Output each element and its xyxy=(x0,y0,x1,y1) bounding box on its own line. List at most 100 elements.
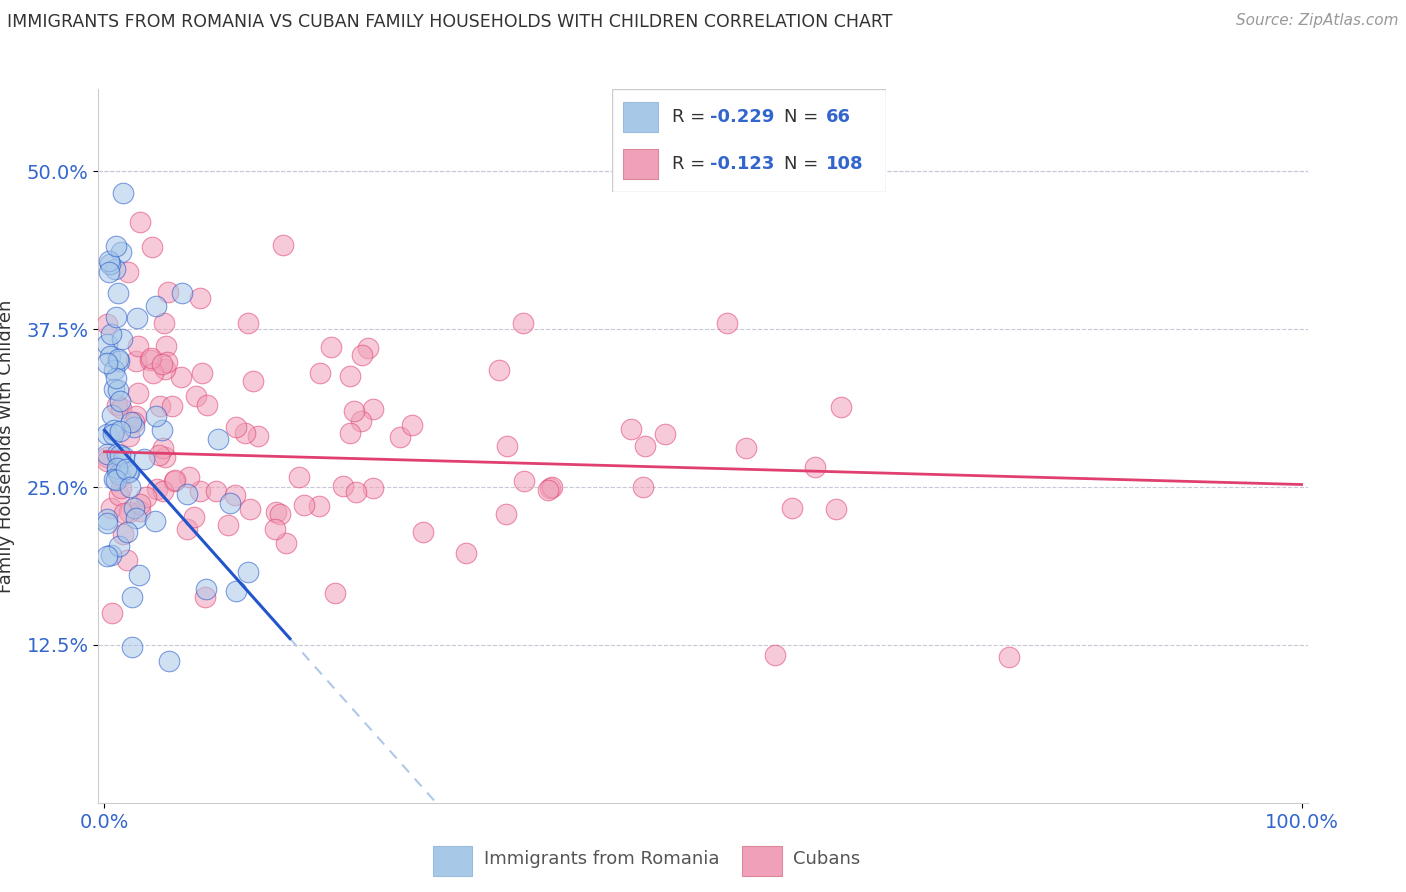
Point xyxy=(125,409,148,423)
Point xyxy=(104,310,127,324)
Point xyxy=(139,352,162,367)
Point xyxy=(125,311,148,326)
Point xyxy=(339,369,361,384)
Point xyxy=(195,582,218,597)
Point xyxy=(142,366,165,380)
Point xyxy=(157,654,180,668)
Point xyxy=(225,420,247,434)
Point xyxy=(323,586,346,600)
Point xyxy=(170,370,193,384)
Point xyxy=(195,398,218,412)
Point xyxy=(145,409,167,423)
Text: -0.229: -0.229 xyxy=(710,108,775,126)
Point xyxy=(96,426,118,441)
Text: 66: 66 xyxy=(825,108,851,126)
Point xyxy=(350,348,373,362)
Point xyxy=(97,265,120,279)
Point xyxy=(96,512,118,526)
Point xyxy=(96,450,118,464)
Point xyxy=(107,383,129,397)
Point xyxy=(236,316,259,330)
Point xyxy=(117,265,139,279)
Point xyxy=(100,501,122,516)
Point xyxy=(349,414,371,428)
Point xyxy=(127,386,149,401)
Point xyxy=(118,465,141,479)
Point xyxy=(155,339,177,353)
Point xyxy=(124,500,146,515)
Point xyxy=(98,254,121,268)
FancyBboxPatch shape xyxy=(433,847,472,876)
Point xyxy=(264,505,287,519)
Point xyxy=(269,507,291,521)
Point xyxy=(271,238,294,252)
Point xyxy=(104,261,127,276)
Point xyxy=(135,490,157,504)
Point xyxy=(830,400,852,414)
Point xyxy=(96,337,118,351)
Point xyxy=(141,240,163,254)
Point xyxy=(146,482,169,496)
Point xyxy=(186,389,208,403)
Point xyxy=(108,467,131,481)
Point xyxy=(620,422,643,436)
Point xyxy=(389,429,412,443)
Text: -0.123: -0.123 xyxy=(710,155,775,173)
Point xyxy=(496,439,519,453)
Point xyxy=(224,488,246,502)
Point xyxy=(339,426,361,441)
Point xyxy=(357,341,380,355)
Text: Cubans: Cubans xyxy=(793,849,860,868)
Point xyxy=(152,484,174,499)
FancyBboxPatch shape xyxy=(612,89,886,192)
Point xyxy=(105,464,128,478)
Point xyxy=(308,500,330,514)
Point xyxy=(112,506,135,520)
Point xyxy=(96,454,118,468)
Point xyxy=(104,371,127,385)
Text: Immigrants from Romania: Immigrants from Romania xyxy=(484,849,718,868)
FancyBboxPatch shape xyxy=(623,102,658,132)
Point xyxy=(108,470,131,484)
Point xyxy=(96,516,118,530)
Point xyxy=(148,448,170,462)
Point xyxy=(108,539,131,553)
Point xyxy=(115,462,138,476)
Point xyxy=(495,508,517,522)
Point xyxy=(122,415,145,429)
Point xyxy=(111,527,134,541)
Point xyxy=(108,488,131,502)
Point xyxy=(96,447,118,461)
Point xyxy=(110,331,132,345)
Point xyxy=(319,340,342,354)
Point xyxy=(145,299,167,313)
Text: Source: ZipAtlas.com: Source: ZipAtlas.com xyxy=(1236,13,1399,29)
Point xyxy=(188,291,211,305)
Point xyxy=(343,404,366,418)
Point xyxy=(765,648,787,663)
Point xyxy=(236,565,259,579)
Point xyxy=(191,366,214,380)
Point xyxy=(188,484,211,499)
Point xyxy=(128,504,150,518)
Text: N =: N = xyxy=(785,108,824,126)
Point xyxy=(125,354,148,368)
Point xyxy=(107,285,129,300)
Point xyxy=(156,354,179,368)
Point xyxy=(110,244,132,259)
Point xyxy=(111,186,134,200)
Point xyxy=(288,469,311,483)
Point xyxy=(735,442,758,456)
Point xyxy=(274,536,297,550)
Point xyxy=(512,316,534,330)
Point xyxy=(233,425,256,440)
Point xyxy=(152,441,174,455)
Point xyxy=(145,514,167,528)
Point xyxy=(242,375,264,389)
Point xyxy=(207,432,229,446)
Point xyxy=(217,518,239,533)
Point xyxy=(101,606,124,620)
Point xyxy=(205,484,228,499)
Point xyxy=(194,591,217,605)
Point xyxy=(219,495,242,509)
